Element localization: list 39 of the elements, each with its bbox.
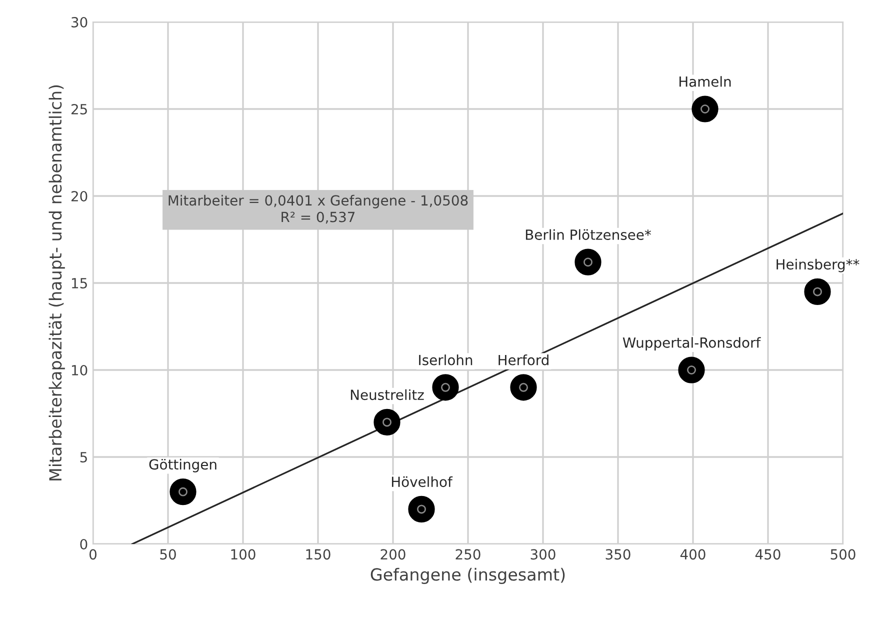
annotation: Neustrelitz: [350, 389, 424, 400]
y-tick-label: 30: [72, 16, 88, 28]
x-tick-label: 50: [160, 549, 176, 560]
point: [432, 374, 459, 401]
x-tick-label: 500: [830, 549, 856, 560]
point: [574, 248, 602, 276]
y-tick-label: 15: [72, 278, 87, 288]
annotation: Hövelhof: [392, 476, 453, 488]
x-tick-label: 0: [89, 549, 96, 560]
point: [374, 408, 400, 436]
y-axis-title: Mitarbeiterkapazität (haupt- und nebenamtlich): [48, 85, 65, 480]
x-tick-label: 400: [680, 549, 706, 560]
annotation: Heinsberg**: [776, 258, 860, 272]
annotation: Mitarbeiter = 0,0401 x Gefangene - 1,0508 R² = 0,537: [168, 194, 468, 224]
point: [678, 356, 705, 384]
x-tick-label: 350: [606, 549, 630, 560]
point: [408, 496, 435, 523]
annotation: Göttingen: [149, 458, 216, 472]
annotation: Berlin Plötzensee*: [526, 229, 651, 240]
annotation: Wuppertal-Ronsdorf: [622, 337, 761, 351]
x-tick-label: 150: [306, 549, 330, 560]
point: [510, 374, 537, 401]
x-tick-label: 100: [231, 549, 256, 560]
x-tick-label: 300: [530, 549, 556, 560]
x-tick-label: 450: [755, 549, 780, 560]
point: [804, 278, 831, 306]
y-tick-label: 20: [71, 190, 88, 202]
annotation: Hameln: [680, 76, 731, 87]
point: [692, 96, 718, 122]
y-tick-label: 10: [72, 364, 88, 376]
x-tick-label: 250: [456, 549, 480, 560]
y-tick-label: 25: [71, 104, 87, 114]
y-tick-label: 0: [80, 538, 88, 550]
x-tick-label: 200: [380, 549, 406, 560]
point: [170, 478, 196, 506]
x-axis-title: Gefangene (insgesamt): [370, 568, 565, 584]
annotation: Herford: [498, 354, 548, 366]
annotation: Iserlohn: [419, 354, 472, 366]
y-tick-label: 5: [80, 452, 87, 462]
